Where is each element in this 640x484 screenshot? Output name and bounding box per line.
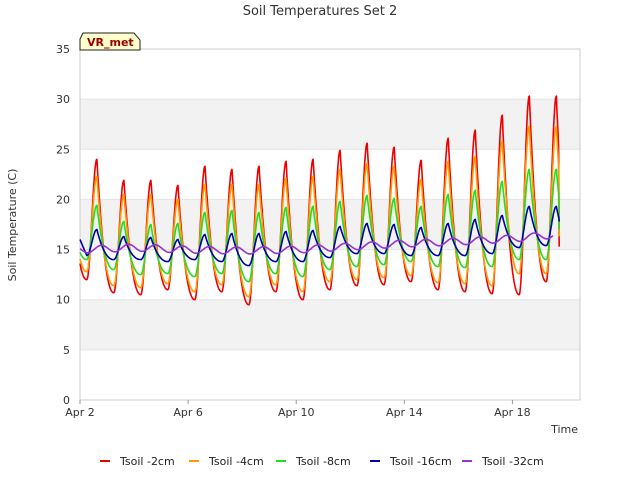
series-line-tsoil-16cm [79, 205, 560, 267]
series-lines [79, 95, 560, 306]
legend-label: Tsoil -8cm [295, 455, 351, 468]
site-label-badge: VR_met [79, 32, 141, 51]
x-tick-label: Apr 14 [386, 406, 423, 419]
chart-title: Soil Temperatures Set 2 [243, 4, 398, 19]
y-tick-label: 35 [56, 43, 70, 56]
y-tick-label: 25 [56, 143, 70, 156]
grid-band [80, 299, 580, 350]
legend-label: Tsoil -2cm [119, 455, 175, 468]
x-tick-label: Apr 10 [278, 406, 315, 419]
legend-label: Tsoil -16cm [389, 455, 452, 468]
y-tick-label: 5 [63, 344, 70, 357]
grid-band [80, 99, 580, 150]
y-tick-label: 30 [56, 93, 70, 106]
series-line-tsoil-32cm [79, 232, 554, 255]
x-axis-label: Time [550, 423, 578, 436]
legend: Tsoil -2cm Tsoil -4cm Tsoil -8cm Tsoil -16c… [100, 455, 544, 468]
y-tick-label: 15 [56, 244, 70, 257]
x-tick-label: Apr 18 [494, 406, 531, 419]
legend-label: Tsoil -32cm [481, 455, 544, 468]
plot-frame [79, 48, 581, 401]
x-tick-label: Apr 6 [173, 406, 203, 419]
x-tick-label: Apr 2 [65, 406, 95, 419]
site-label-text: VR_met [87, 36, 134, 49]
y-axis-ticks: 0 5 10 15 20 25 30 35 [56, 43, 70, 407]
y-axis-label: Soil Temperature (C) [6, 169, 19, 282]
y-tick-label: 20 [56, 193, 70, 206]
y-tick-label: 0 [63, 394, 70, 407]
y-tick-label: 10 [56, 294, 70, 307]
x-axis-ticks: Apr 2 Apr 6 Apr 10 Apr 14 Apr 18 [65, 400, 531, 419]
legend-label: Tsoil -4cm [208, 455, 264, 468]
site-label-background [79, 32, 141, 51]
